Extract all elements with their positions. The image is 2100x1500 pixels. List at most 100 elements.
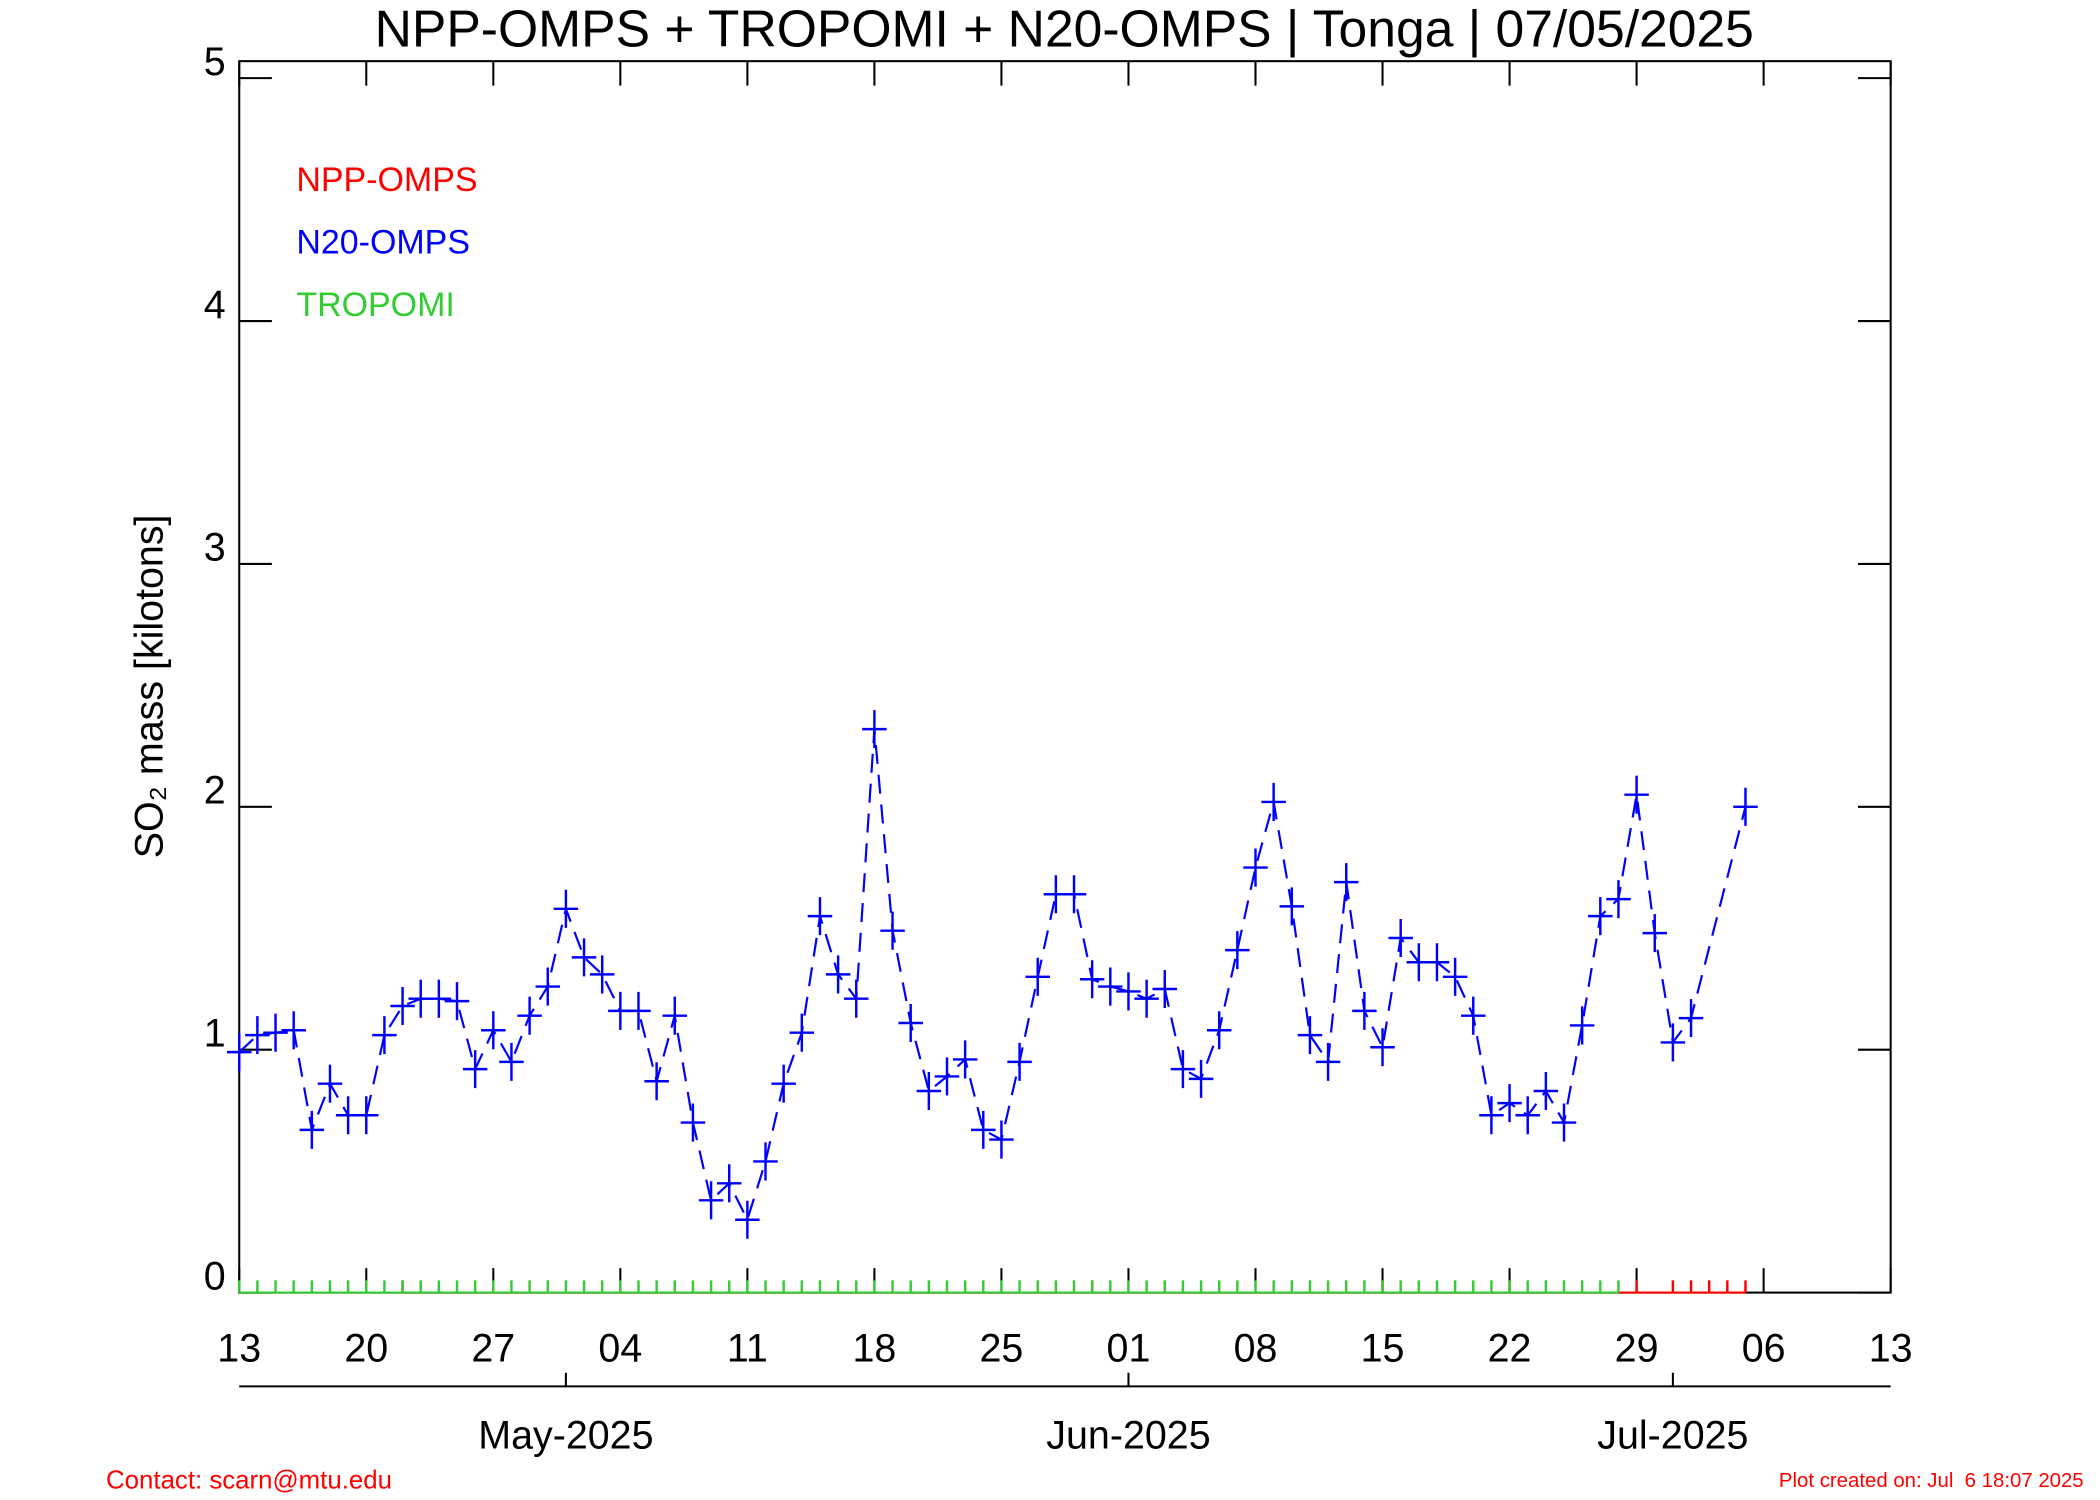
data-point bbox=[1152, 969, 1177, 1009]
data-point bbox=[1370, 1028, 1395, 1067]
data-point bbox=[553, 889, 579, 928]
data-point bbox=[698, 1181, 724, 1220]
data-point bbox=[1116, 972, 1141, 1011]
data-point bbox=[735, 1200, 760, 1239]
data-point bbox=[462, 1050, 488, 1089]
x-tick-label: 20 bbox=[344, 1326, 388, 1370]
data-point bbox=[390, 986, 415, 1026]
y-axis-label: SO₂ mass [kilotons] bbox=[128, 514, 172, 858]
data-point bbox=[1098, 967, 1123, 1006]
data-point bbox=[1660, 1023, 1686, 1062]
data-point bbox=[952, 1040, 978, 1079]
data-point bbox=[1334, 863, 1359, 902]
y-tick-label: 2 bbox=[204, 769, 226, 813]
data-point bbox=[245, 1016, 270, 1055]
x-tick-label: 22 bbox=[1488, 1326, 1532, 1370]
data-point bbox=[1551, 1103, 1577, 1142]
x-tick-label: 13 bbox=[217, 1326, 261, 1370]
data-point bbox=[916, 1071, 942, 1111]
legend-entry: N20-OMPS bbox=[296, 224, 470, 262]
data-point bbox=[1733, 787, 1758, 826]
data-point bbox=[989, 1120, 1014, 1159]
data-point bbox=[317, 1064, 343, 1103]
data-point bbox=[1134, 979, 1159, 1018]
data-point bbox=[372, 1016, 397, 1055]
x-tick-label: 01 bbox=[1107, 1326, 1151, 1370]
data-point bbox=[1007, 1042, 1032, 1081]
data-point bbox=[299, 1110, 325, 1149]
data-point bbox=[1497, 1084, 1522, 1123]
data-point bbox=[426, 979, 452, 1018]
y-tick-label: 0 bbox=[204, 1254, 226, 1298]
data-point bbox=[1315, 1042, 1341, 1081]
data-point bbox=[263, 1013, 288, 1052]
data-point bbox=[880, 911, 905, 950]
data-point bbox=[1025, 957, 1050, 996]
month-label: Jun-2025 bbox=[1046, 1413, 1210, 1457]
data-point bbox=[481, 1011, 506, 1050]
data-point bbox=[1225, 931, 1250, 970]
data-point bbox=[844, 979, 869, 1018]
data-point bbox=[517, 996, 542, 1035]
month-label: May-2025 bbox=[478, 1413, 653, 1457]
data-point bbox=[1642, 914, 1667, 953]
x-tick-label: 18 bbox=[852, 1326, 896, 1370]
y-tick-label: 3 bbox=[204, 526, 226, 570]
y-tick-label: 5 bbox=[204, 40, 226, 84]
data-point bbox=[227, 1033, 252, 1072]
data-point bbox=[789, 1013, 815, 1052]
data-point bbox=[1424, 943, 1450, 982]
month-label: Jul-2025 bbox=[1597, 1413, 1748, 1457]
data-point bbox=[934, 1057, 960, 1096]
data-point bbox=[1461, 996, 1486, 1035]
data-point bbox=[589, 955, 615, 994]
data-point bbox=[1678, 999, 1704, 1038]
x-tick-label: 06 bbox=[1742, 1326, 1786, 1370]
y-tick-label: 4 bbox=[204, 283, 226, 327]
data-point bbox=[716, 1164, 742, 1203]
x-tick-label: 29 bbox=[1615, 1326, 1659, 1370]
data-point bbox=[1569, 1006, 1595, 1045]
data-point bbox=[1170, 1050, 1196, 1089]
data-point bbox=[1297, 1016, 1323, 1055]
x-tick-label: 25 bbox=[980, 1326, 1024, 1370]
data-point bbox=[354, 1096, 379, 1135]
series-line bbox=[238, 728, 1747, 1223]
data-point bbox=[1061, 875, 1087, 914]
data-point bbox=[571, 938, 597, 977]
x-tick-label: 04 bbox=[598, 1326, 642, 1370]
plot-frame bbox=[238, 60, 1892, 1294]
data-point bbox=[535, 967, 560, 1006]
data-point bbox=[753, 1142, 778, 1181]
data-point bbox=[825, 955, 851, 994]
created-note: Plot created on: Jul 6 18:07 2025 bbox=[1779, 1470, 2084, 1492]
contact: Contact: scarn@mtu.edu bbox=[106, 1466, 392, 1494]
chart-title: NPP-OMPS + TROPOMI + N20-OMPS | Tonga | … bbox=[375, 0, 1754, 57]
x-tick-label: 27 bbox=[471, 1326, 515, 1370]
data-point bbox=[644, 1062, 669, 1101]
data-point bbox=[626, 991, 651, 1030]
data-point bbox=[1188, 1059, 1214, 1098]
data-point bbox=[1624, 775, 1649, 814]
data-point bbox=[444, 982, 470, 1021]
data-point bbox=[971, 1110, 996, 1149]
data-point bbox=[1388, 918, 1413, 958]
data-point bbox=[898, 1003, 923, 1043]
data-point bbox=[1479, 1096, 1504, 1135]
data-point bbox=[281, 1011, 306, 1050]
data-point bbox=[1079, 960, 1105, 999]
y-tick-label: 1 bbox=[204, 1012, 226, 1056]
x-tick-label: 11 bbox=[727, 1326, 768, 1370]
data-point bbox=[1533, 1071, 1559, 1111]
x-tick-label: 13 bbox=[1869, 1326, 1913, 1370]
data-point bbox=[1515, 1096, 1540, 1135]
x-tick-label: 15 bbox=[1361, 1326, 1405, 1370]
data-point bbox=[1261, 782, 1286, 821]
data-point bbox=[680, 1103, 706, 1142]
data-point bbox=[1606, 880, 1631, 919]
data-point bbox=[1588, 897, 1613, 936]
data-point bbox=[1442, 957, 1468, 996]
data-point bbox=[499, 1042, 524, 1081]
data-point bbox=[862, 710, 887, 749]
